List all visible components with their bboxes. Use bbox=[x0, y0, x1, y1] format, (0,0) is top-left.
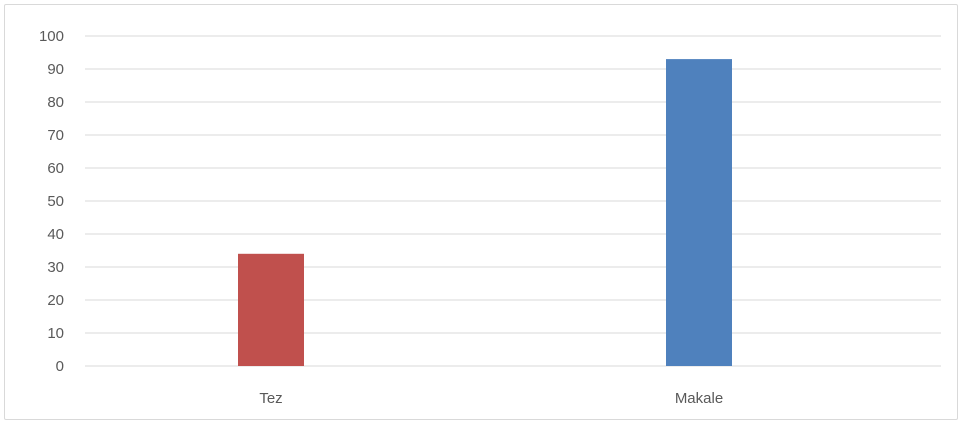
y-tick-label: 20 bbox=[47, 292, 64, 309]
y-axis-tick-labels: 0 10 20 30 40 50 60 70 80 90 100 bbox=[39, 28, 64, 375]
bar-makale bbox=[666, 59, 732, 366]
y-tick-label: 40 bbox=[47, 226, 64, 243]
y-tick-label: 70 bbox=[47, 127, 64, 144]
x-category-label: Tez bbox=[259, 390, 282, 407]
bar-tez bbox=[238, 253, 304, 366]
x-axis-category-labels: Tez Makale bbox=[259, 390, 723, 407]
bars bbox=[238, 59, 732, 366]
y-tick-label: 60 bbox=[47, 160, 64, 177]
y-tick-label: 100 bbox=[39, 28, 64, 45]
gridlines bbox=[85, 35, 941, 367]
y-tick-label: 80 bbox=[47, 94, 64, 111]
y-tick-label: 10 bbox=[47, 325, 64, 342]
x-category-label: Makale bbox=[675, 390, 723, 407]
chart-frame bbox=[4, 4, 958, 420]
y-tick-label: 30 bbox=[47, 259, 64, 276]
y-tick-label: 0 bbox=[56, 358, 64, 375]
y-tick-label: 90 bbox=[47, 61, 64, 78]
y-tick-label: 50 bbox=[47, 193, 64, 210]
